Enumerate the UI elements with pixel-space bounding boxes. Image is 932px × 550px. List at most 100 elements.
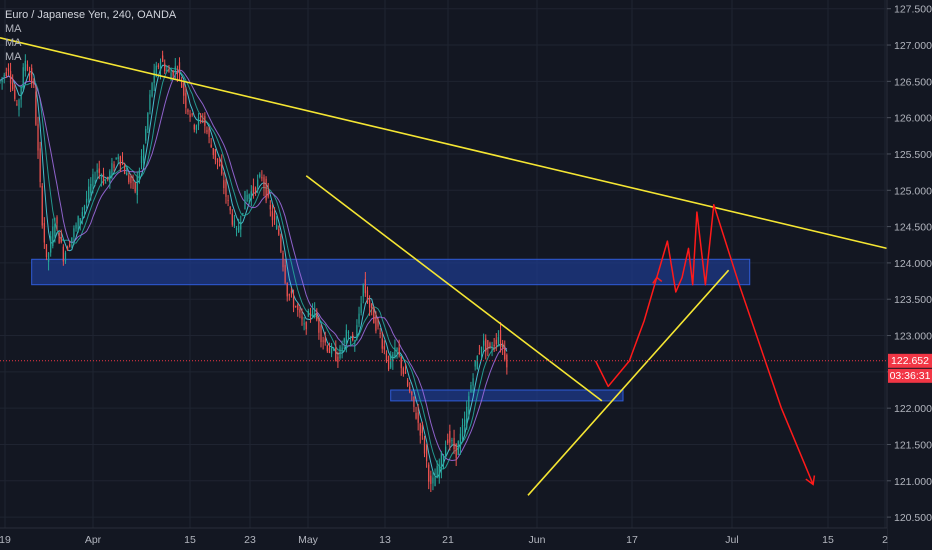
candle-body (202, 119, 204, 121)
candle-body (299, 309, 301, 313)
candle-body (309, 313, 312, 315)
candle-body (7, 68, 10, 72)
candle-body (37, 124, 39, 151)
candle-body (305, 322, 307, 330)
candle-body (138, 170, 141, 183)
candle-body (499, 330, 502, 346)
candle-body (214, 149, 217, 160)
candle-body (333, 348, 335, 350)
candle-body (66, 247, 69, 251)
candle-body (77, 216, 79, 233)
candle-body (94, 180, 96, 182)
candle-body (368, 299, 371, 308)
candle-body (468, 396, 470, 415)
candle-body (75, 224, 77, 229)
candle-body (109, 171, 111, 183)
candle-body (259, 174, 261, 177)
candle-body (31, 68, 33, 84)
candle-body (193, 124, 195, 130)
candle-body (47, 252, 50, 262)
candle-body (212, 148, 214, 155)
candle-body (352, 334, 354, 341)
candle-body (366, 290, 369, 303)
candle-body (316, 314, 318, 321)
candle-body (104, 182, 107, 184)
candle-body (24, 60, 26, 71)
candle-body (168, 69, 170, 72)
candle-body (297, 304, 299, 310)
candle-body (126, 172, 128, 176)
candle-body (5, 72, 7, 76)
current-price-tag: 122.652 (888, 354, 932, 368)
candle-body (432, 477, 434, 484)
time-axis-label: 21 (442, 534, 454, 546)
candle-body (16, 103, 18, 105)
candle-body (257, 179, 259, 187)
time-axis-label: 23 (244, 534, 256, 546)
candle-body (354, 345, 356, 347)
candle-body (62, 246, 64, 262)
candle-body (337, 356, 339, 363)
candle-body (444, 446, 447, 459)
candle-body (142, 145, 145, 161)
candle-body (301, 316, 303, 320)
candle-body (195, 125, 198, 130)
candle-body (345, 329, 347, 344)
candle-body (64, 252, 67, 262)
candle-body (96, 169, 98, 173)
candle-body (411, 391, 413, 396)
candle-body (417, 412, 419, 423)
candle-body (100, 177, 103, 179)
price-axis-bg (887, 0, 932, 550)
candle-body (282, 252, 284, 268)
candle-body (290, 291, 293, 294)
time-axis-label: Apr (85, 534, 102, 546)
candle-body (149, 94, 151, 110)
candle-body (227, 200, 229, 202)
price-axis-label: 127.000 (894, 40, 932, 52)
candle-body (485, 338, 487, 352)
candle-body (147, 113, 149, 130)
candle-body (208, 128, 210, 137)
candle-body (98, 168, 100, 173)
candle-body (413, 396, 415, 407)
candle-body (210, 144, 212, 148)
candle-body (362, 284, 364, 297)
support-resistance-zone-1 (31, 258, 751, 286)
candle-body (497, 337, 500, 344)
countdown-value: 03:36:31 (889, 369, 931, 382)
candle-body (9, 71, 12, 84)
candle-body (373, 307, 375, 324)
candle-body (476, 356, 478, 370)
candle-body (128, 175, 130, 183)
candle-body (229, 206, 231, 211)
candle-body (288, 294, 290, 296)
candle-body (375, 315, 377, 331)
candle-body (404, 371, 407, 374)
candle-body (406, 380, 409, 386)
current-price-tag-bg (888, 353, 932, 368)
candle-body (233, 220, 236, 226)
candle-body (421, 425, 424, 433)
moving-average-line-3 (0, 69, 508, 462)
candle-body (434, 477, 436, 487)
candle-body (187, 109, 189, 112)
time-axis-label: 15 (822, 534, 834, 546)
candle-body (130, 176, 132, 184)
candle-body (235, 227, 238, 230)
candle-body (459, 433, 462, 449)
candle-body (269, 205, 271, 210)
candle-body (419, 423, 421, 436)
time-axis-label: 2 (882, 534, 888, 546)
candle-body (322, 340, 324, 342)
candle-body (314, 309, 316, 312)
time-axis-label: 13 (379, 534, 391, 546)
candle-body (111, 163, 113, 176)
candle-body (197, 117, 200, 126)
candle-body (487, 340, 489, 349)
candle-body (140, 156, 143, 164)
candle-body (3, 75, 5, 77)
candle-body (311, 310, 314, 318)
candle-body (185, 92, 187, 108)
